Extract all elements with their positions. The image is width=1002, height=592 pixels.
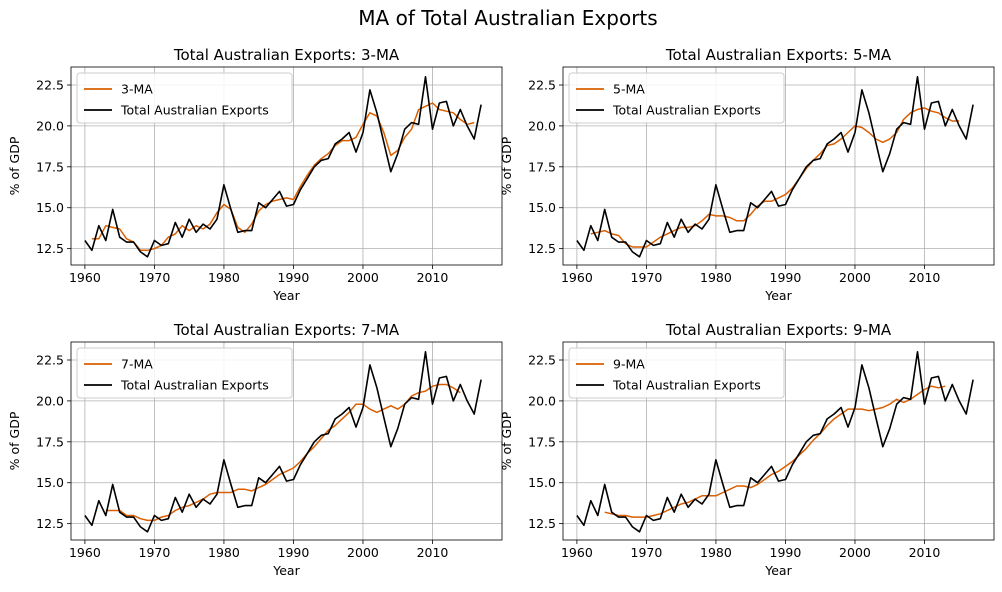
y-tick-label: 12.5: [36, 241, 64, 256]
x-tick-label: 2010: [417, 270, 449, 285]
subplot-title: Total Australian Exports: 3-MA: [173, 46, 400, 64]
y-tick-label: 15.0: [36, 475, 64, 490]
y-tick-label: 15.0: [528, 200, 556, 215]
axes-frame: [70, 66, 503, 266]
subplot-title: Total Australian Exports: 7-MA: [173, 321, 400, 339]
y-tick-label: 20.0: [528, 393, 556, 408]
legend-box: [76, 347, 293, 399]
subplot-3: 1960 1970 1980 1990 2000 2010 12.5 15.0 17.5 20.0…: [7, 321, 503, 578]
y-tick-label: 17.5: [36, 434, 64, 449]
subplot-title: Total Australian Exports: 9-MA: [665, 321, 892, 339]
series-line-total-exports: [84, 76, 482, 258]
legend-label: Total Australian Exports: [612, 103, 761, 118]
legend-label: 7-MA: [121, 357, 153, 372]
x-tick-label: 2000: [347, 545, 379, 560]
x-tick-label: 2000: [839, 270, 871, 285]
subplot-title: Total Australian Exports: 5-MA: [665, 46, 892, 64]
x-tick-label: 1990: [278, 270, 310, 285]
x-tick-label: 1980: [700, 545, 732, 560]
y-tick-label: 17.5: [528, 159, 556, 174]
legend: 7-MA Total Australian Exports: [76, 347, 293, 399]
x-tick-label: 2010: [909, 270, 941, 285]
y-tick-label: 17.5: [528, 434, 556, 449]
x-axis-label: Year: [272, 563, 300, 578]
x-tick-label: 1990: [770, 270, 802, 285]
series-line-total-exports: [576, 350, 974, 533]
figure-suptitle: MA of Total Australian Exports: [358, 6, 657, 30]
subplot-2: 1960 1970 1980 1990 2000 2010 12.5 15.0 17.5 20.0…: [499, 46, 995, 303]
x-tick-label: 1980: [700, 270, 732, 285]
y-axis-label: % of GDP: [499, 411, 514, 470]
legend-label: Total Australian Exports: [120, 103, 269, 118]
legend-label: 3-MA: [121, 82, 153, 97]
subplot-grid: 1960 1970 1980 1990 2000 2010 12.5 15.0 17.5 20.0…: [7, 46, 995, 578]
x-tick-label: 1990: [278, 545, 310, 560]
x-tick-label: 1990: [770, 545, 802, 560]
legend-label: 5-MA: [613, 82, 645, 97]
y-tick-label: 12.5: [36, 516, 64, 531]
y-tick-label: 22.5: [528, 78, 556, 93]
x-tick-label: 1970: [139, 545, 171, 560]
x-axis-label: Year: [764, 288, 792, 303]
y-tick-label: 15.0: [528, 475, 556, 490]
x-tick-label: 1970: [139, 270, 171, 285]
x-tick-label: 1960: [561, 270, 593, 285]
y-tick-label: 12.5: [528, 516, 556, 531]
x-tick-label: 2010: [909, 545, 941, 560]
y-tick-label: 22.5: [36, 353, 64, 368]
y-tick-label: 22.5: [528, 353, 556, 368]
y-axis-label: % of GDP: [499, 136, 514, 195]
series-line-total-exports: [84, 350, 482, 533]
y-axis-label: % of GDP: [7, 136, 22, 195]
y-axis-label: % of GDP: [7, 411, 22, 470]
y-tick-label: 12.5: [528, 241, 556, 256]
x-tick-label: 1980: [208, 545, 240, 560]
legend-box: [76, 72, 293, 124]
x-tick-label: 2000: [347, 270, 379, 285]
x-tick-label: 1960: [69, 270, 101, 285]
y-tick-label: 22.5: [36, 78, 64, 93]
legend: 3-MA Total Australian Exports: [76, 72, 293, 124]
legend-label: 9-MA: [613, 357, 645, 372]
x-tick-label: 1970: [631, 545, 663, 560]
x-axis-label: Year: [764, 563, 792, 578]
y-tick-label: 20.0: [36, 118, 64, 133]
subplot-4: 1960 1970 1980 1990 2000 2010 12.5 15.0 17.5 20.0…: [499, 321, 995, 578]
x-tick-label: 1980: [208, 270, 240, 285]
x-tick-label: 1970: [631, 270, 663, 285]
x-axis-label: Year: [272, 288, 300, 303]
y-tick-label: 15.0: [36, 200, 64, 215]
y-tick-label: 20.0: [528, 118, 556, 133]
legend: 5-MA Total Australian Exports: [568, 72, 785, 124]
axes-frame: [70, 341, 503, 541]
legend-box: [568, 72, 785, 124]
legend-box: [568, 347, 785, 399]
x-tick-label: 1960: [69, 545, 101, 560]
legend-label: Total Australian Exports: [612, 378, 761, 393]
y-tick-label: 20.0: [36, 393, 64, 408]
subplot-1: 1960 1970 1980 1990 2000 2010 12.5 15.0 17.5 20.0…: [7, 46, 503, 303]
legend-label: Total Australian Exports: [120, 378, 269, 393]
y-tick-label: 17.5: [36, 159, 64, 174]
series-line-total-exports: [576, 76, 974, 258]
legend: 9-MA Total Australian Exports: [568, 347, 785, 399]
x-tick-label: 1960: [561, 545, 593, 560]
x-tick-label: 2010: [417, 545, 449, 560]
x-tick-label: 2000: [839, 545, 871, 560]
axes-frame: [562, 66, 995, 266]
axes-frame: [562, 341, 995, 541]
